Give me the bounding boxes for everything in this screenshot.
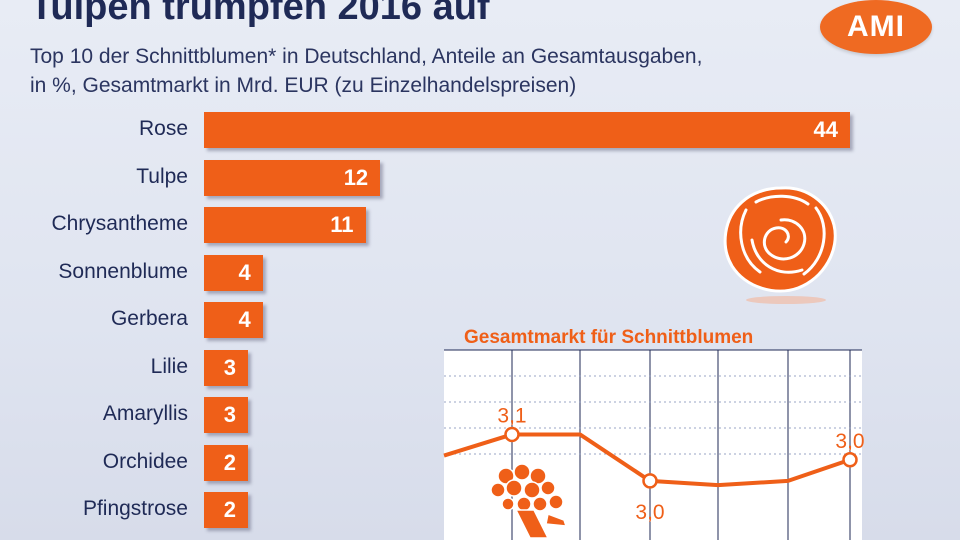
line-chart-panel	[444, 350, 862, 540]
line-point-1	[504, 426, 520, 443]
bar-6: 3	[204, 397, 249, 433]
bar-label-4: Gerbera	[110, 307, 188, 330]
line-point-6	[842, 452, 858, 468]
bar-value-label-7: 2	[223, 449, 236, 475]
subtitle-line-2: in %, Gesamtmarkt in Mrd. EUR (zu Einzel…	[30, 74, 577, 97]
bar-label-7: Orchidee	[102, 449, 188, 473]
bar-label-1: Tulpe	[136, 164, 188, 188]
bar-value-label-1: 12	[343, 164, 369, 190]
bar-label-3: Sonnenblume	[58, 259, 188, 283]
line-point-3	[642, 473, 658, 489]
bar-7: 2	[204, 444, 248, 481]
chart-subtitle: Top 10 der Schnittblumen* in Deutschland…	[30, 42, 830, 100]
bar-value-label-0: 44	[813, 117, 838, 142]
bar-label-2: Chrysantheme	[51, 212, 188, 235]
bar-value-label-6: 3	[223, 402, 237, 427]
line-chart-title: Gesamtmarkt für Schnittblumen	[464, 327, 754, 348]
bar-value-label-5: 3	[223, 354, 237, 380]
bar-label-0: Rose	[138, 117, 188, 140]
chart-title: Tulpen trumpfen 2016 auf	[30, 0, 490, 28]
bar-value-label-2: 11	[330, 212, 354, 237]
bar-value-label-3: 4	[238, 259, 251, 285]
line-point-label-6: 3,0	[835, 430, 864, 453]
bar-5: 3	[204, 349, 249, 386]
bouquet-icon	[490, 463, 568, 539]
line-point-label-3: 3,0	[635, 501, 664, 524]
bar-value-label-8: 2	[223, 497, 236, 522]
bar-value-label-4: 4	[238, 307, 251, 332]
bar-4: 4	[204, 302, 263, 338]
rose-icon	[723, 186, 837, 304]
ami-logo: AMI	[820, 0, 932, 54]
bar-2: 11	[204, 207, 366, 243]
bar-8: 2	[204, 492, 248, 528]
bar-label-8: Pfingstrose	[82, 497, 188, 520]
bar-label-5: Lilie	[150, 354, 188, 378]
bar-1: 12	[204, 159, 381, 196]
subtitle-line-1: Top 10 der Schnittblumen* in Deutschland…	[30, 45, 703, 68]
line-point-label-1: 3,1	[497, 404, 526, 427]
bar-label-6: Amaryllis	[102, 402, 188, 425]
bar-3: 4	[204, 254, 263, 291]
bar-0: 44	[204, 112, 850, 148]
